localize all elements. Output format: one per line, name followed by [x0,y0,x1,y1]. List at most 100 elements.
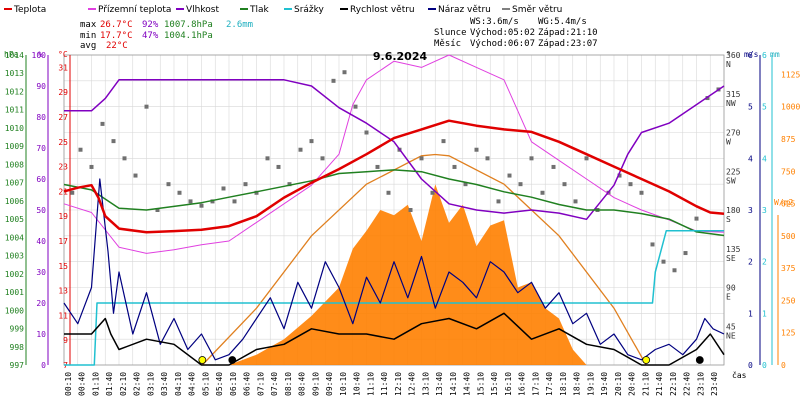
tick-solar: 1000 [781,103,800,112]
wind-speed-line [64,312,725,366]
tick-time: 16:40 [518,372,527,396]
wind-dir-point [551,164,556,169]
tick-winddir: 90 [726,284,736,293]
temperature-line [63,119,725,234]
tick-temp: 13 [58,287,68,296]
tick-pressure: 1013 [5,69,24,78]
tick-pressure: 1007 [5,179,24,188]
tick-winddir: 315 [726,90,741,99]
stats-min-hum: 47% [142,31,159,41]
stats-block: max 26.7°C 92% 1007.8hPa 2.6mm min 17.7°… [80,20,253,51]
series-lines [63,54,725,366]
stats-avg-label: avg [80,41,96,51]
tick-time: 21:40 [655,372,664,396]
pressure-line [63,169,725,237]
astro-info: WS:3.6m/s WG:5.4m/s Slunce Východ:05:02 … [434,17,598,49]
wind-dir-point [485,156,490,161]
wind-dir-point [364,130,369,135]
wind-dir-point [353,104,358,109]
unit-wm2: W/m2 [774,198,793,207]
tick-humidity: 30 [36,268,46,277]
tick-time: 04:40 [188,372,197,396]
tick-winddir: 360 [726,51,741,60]
tick-humidity: 70 [36,144,46,153]
wind-dir-point [89,164,94,169]
wind-dir-point [287,182,292,187]
tick-time: 01:40 [105,372,114,396]
tick-time: 06:10 [229,372,238,396]
wind-dir-point [144,104,149,109]
tick-time: 12:10 [394,372,403,396]
wind-gust-line [63,178,725,361]
wind-dir-point [639,190,644,195]
unit-hpa: hPa [4,50,19,59]
stats-avg-temp: 22°C [106,41,128,51]
wind-dir-point [166,182,171,187]
tick-temp: 23 [58,163,68,172]
tick-time: 08:10 [284,372,293,396]
tick-time: 20:10 [614,372,623,396]
wind-dir-point [78,147,83,152]
tick-time: 01:10 [91,372,100,396]
legend-label-rychlost-vetru: Rychlost větru [350,5,415,15]
wind-dir-point [221,186,226,191]
rain-line [64,229,724,366]
tick-time: 04:10 [174,372,183,396]
wind-dir-point [661,259,666,264]
tick-winddir-dir: NE [726,331,736,340]
tick-temp: 31 [58,63,68,72]
tick-winddir-dir: NW [726,99,736,108]
tick-time: 22:40 [683,372,692,396]
wind-dir-point [331,78,336,83]
wind-wg: WG:5.4m/s [538,17,587,27]
tick-time: 19:10 [586,372,595,396]
wind-dir-point [122,156,127,161]
legend-item-naraz-vetru: Náraz větru [428,5,491,15]
tick-rain: 3 [762,206,767,215]
tick-time: 16:10 [504,372,513,396]
sun-label: Slunce [434,28,467,38]
tick-solar: 625 [781,200,796,209]
tick-time: 22:10 [669,372,678,396]
unit-ms: m/s [744,50,759,59]
tick-windspeed: 4 [748,154,753,163]
legend-label-smer-vetru: Směr větru [512,5,562,15]
tick-solar: 500 [781,232,796,241]
wind-dir-point [70,190,75,195]
moonset-marker [695,356,704,364]
wind-dir-point [133,173,138,178]
legend-item-teplota: Teplota [4,5,46,15]
tick-time: 07:40 [270,372,279,396]
tick-temp: 19 [58,212,68,221]
tick-winddir: 45 [726,322,736,331]
unit-mm: mm [770,50,780,59]
tick-time: 23:40 [710,372,719,396]
tick-time: 20:40 [628,372,637,396]
tick-winddir-dir: W [726,138,731,147]
tick-rain: 4 [762,154,767,163]
legend-label-teplota: Teplota [13,5,46,15]
wind-dir-point [276,164,281,169]
sunrise-marker [198,356,207,364]
wind-dir-point [254,190,259,195]
wind-dir-point [507,173,512,178]
tick-pressure: 1003 [5,252,24,261]
legend-item-smer-vetru: Směr větru [502,5,562,15]
tick-winddir-dir: SE [726,254,736,263]
wind-dir-point [650,242,655,247]
legend-label-tlak: Tlak [249,5,270,15]
tick-rain: 5 [762,103,767,112]
tick-time: 12:40 [408,372,417,396]
tick-time: 05:40 [215,372,224,396]
tick-solar: 875 [781,135,796,144]
tick-pressure: 1014 [5,51,24,60]
solar-radiation [229,184,587,365]
tick-pressure: 1002 [5,270,24,279]
tick-pressure: 999 [10,325,25,334]
tick-winddir-dir: E [726,293,731,302]
legend-item-prizemni-teplota: Přízemní teplota [88,5,171,15]
wind-ws: WS:3.6m/s [470,17,519,27]
tick-temp: 15 [58,262,68,271]
wind-dir-point [452,164,457,169]
